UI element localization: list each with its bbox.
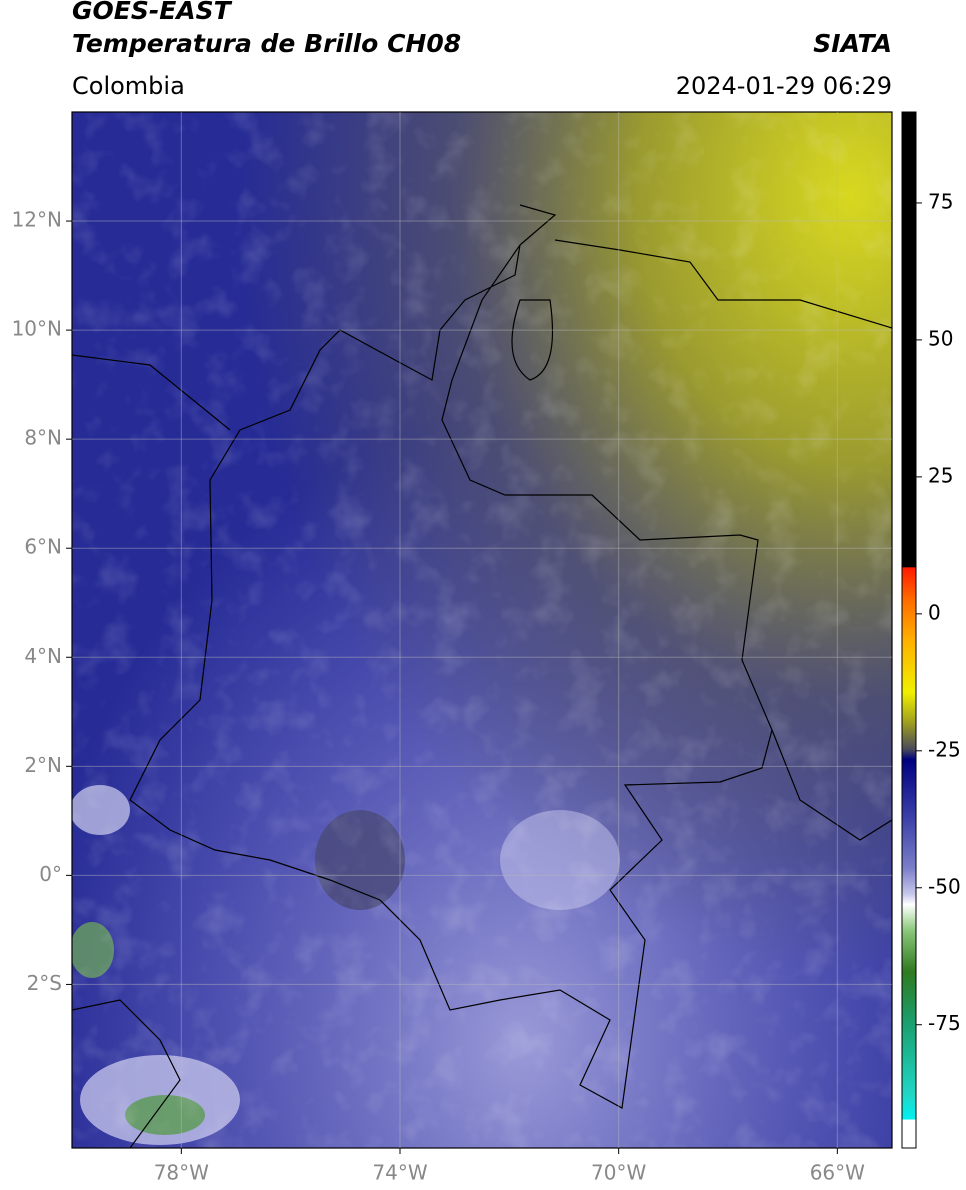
- y-tick-label: 12°N: [12, 208, 62, 232]
- x-tick-label: 70°W: [591, 1161, 646, 1185]
- x-tick-label: 66°W: [810, 1161, 865, 1185]
- colorbar-tick-label: 50: [928, 326, 953, 350]
- colorbar-tick-label: -25: [928, 737, 961, 761]
- colorbar-tick-label: 0: [928, 600, 941, 624]
- title: GOES-EAST: [72, 0, 233, 25]
- x-tick-label: 74°W: [372, 1161, 427, 1185]
- region: Colombia: [72, 72, 185, 100]
- x-tick-label: 78°W: [154, 1161, 209, 1185]
- datetime: 2024-01-29 06:29: [676, 72, 892, 100]
- y-tick-label: 0°: [39, 862, 62, 886]
- source: SIATA: [813, 29, 892, 58]
- y-tick-label: 6°N: [24, 535, 62, 559]
- y-tick-label: 8°N: [24, 426, 62, 450]
- y-tick-label: 10°N: [12, 317, 62, 341]
- colorbar-tick-label: 25: [928, 463, 953, 487]
- colorbar-tick-label: 75: [928, 189, 953, 213]
- satellite-image: [72, 112, 892, 1148]
- map-frame: [71, 111, 893, 1149]
- y-tick-label: 2°N: [24, 753, 62, 777]
- colorbar: [901, 111, 917, 1149]
- y-tick-label: 4°N: [24, 644, 62, 668]
- borders: [72, 204, 892, 1148]
- subtitle: Temperatura de Brillo CH08: [72, 29, 461, 58]
- colorbar-tick-label: -75: [928, 1011, 961, 1035]
- y-tick-label: 2°S: [27, 971, 62, 995]
- colorbar-tick-label: -50: [928, 874, 961, 898]
